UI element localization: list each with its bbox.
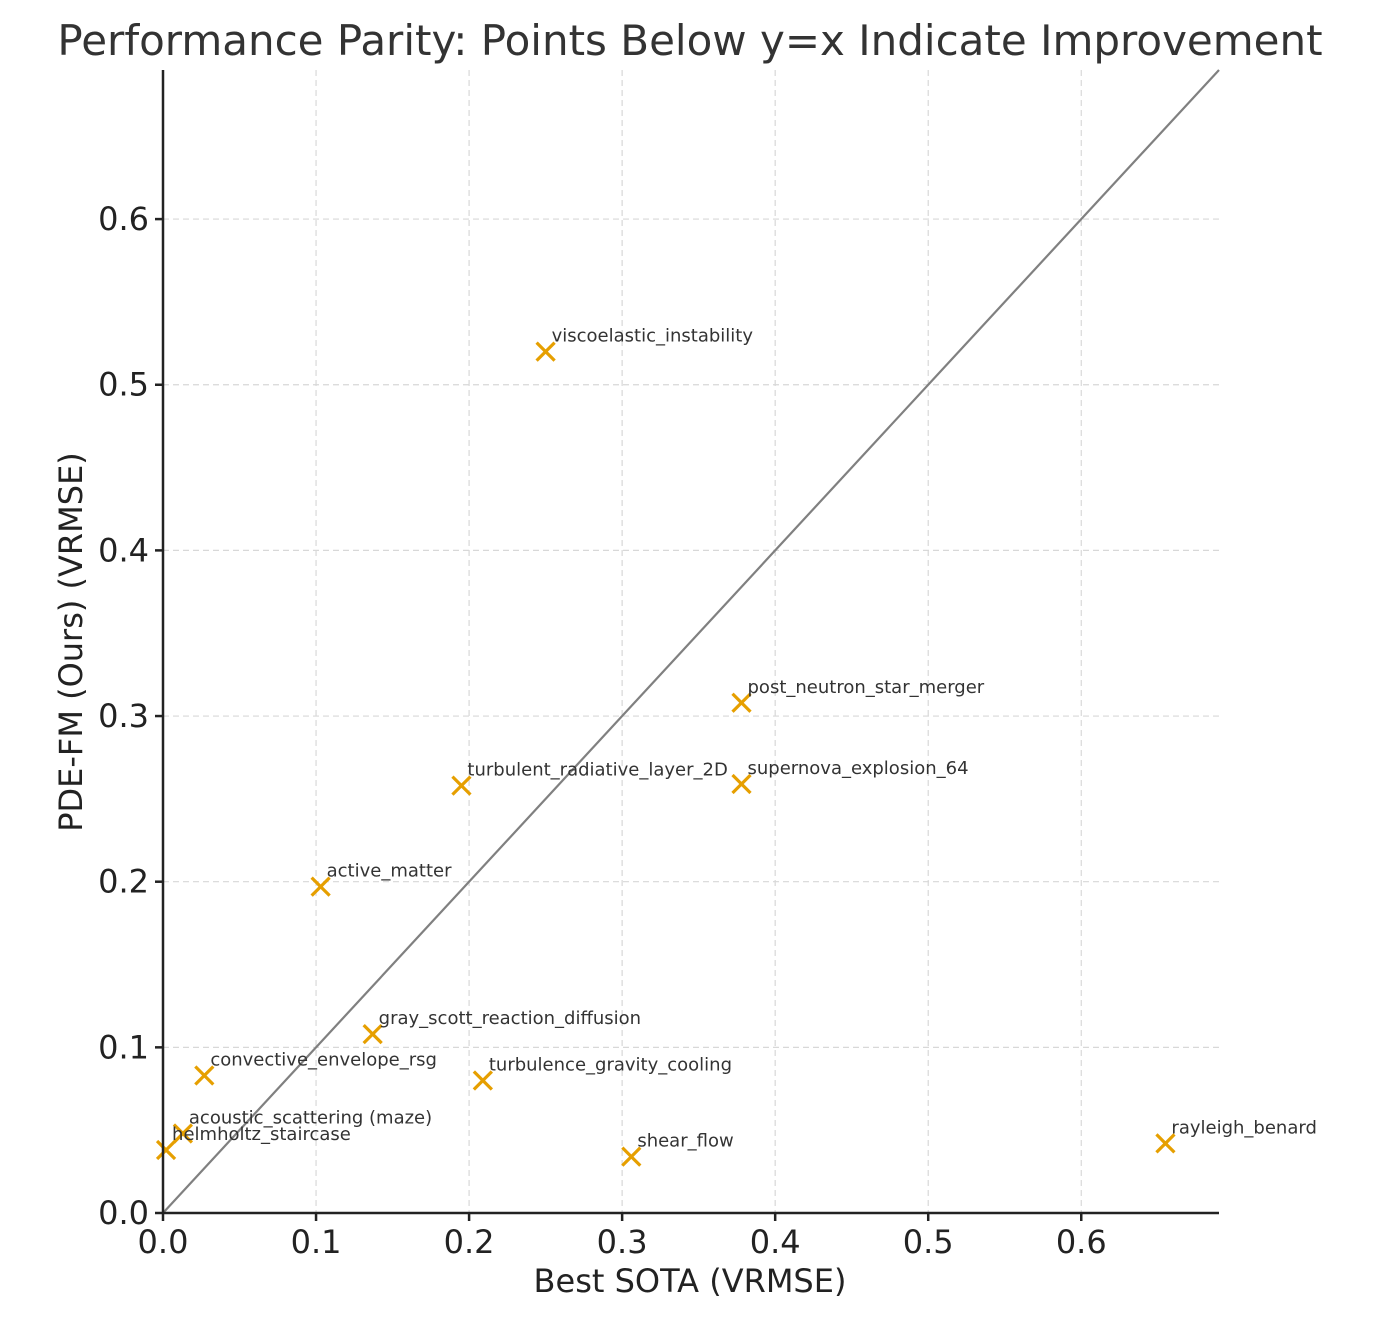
y-tick-label: 0.1 — [98, 1028, 149, 1066]
x-marker-stroke — [535, 341, 556, 362]
data-point: shear_flow — [621, 1131, 734, 1167]
ticks-layer: 0.0 0.1 0.2 0.3 0.4 0.5 0.6 0.0 0.1 0.2 0.3 0.4 0.5 0… — [98, 200, 1107, 1261]
x-marker-stroke — [1155, 1133, 1176, 1154]
point-label: shear_flow — [637, 1131, 733, 1152]
point-label: acoustic_scattering (maze) — [189, 1107, 432, 1128]
data-point: viscoelastic_instability — [535, 326, 754, 362]
data-point: helmholtz_staircase — [155, 1124, 351, 1161]
y-tick-label: 0.6 — [98, 200, 149, 238]
x-tick-label: 0.5 — [903, 1223, 954, 1261]
point-label: rayleigh_benard — [1171, 1117, 1316, 1138]
x-tick-label: 0.0 — [138, 1223, 189, 1261]
point-label: gray_scott_reaction_diffusion — [379, 1008, 641, 1029]
x-marker-stroke — [155, 1139, 177, 1161]
y-tick-label: 0.4 — [98, 531, 149, 569]
point-label: supernova_explosion_64 — [748, 758, 969, 779]
data-point: gray_scott_reaction_diffusion — [362, 1008, 641, 1045]
x-marker-stroke — [362, 1023, 383, 1045]
data-point: supernova_explosion_64 — [731, 758, 969, 795]
data-point: active_matter — [310, 861, 452, 897]
x-marker-stroke — [621, 1146, 642, 1167]
data-point: acoustic_scattering (maze) — [172, 1107, 432, 1144]
data-point: turbulent_radiative_layer_2D — [451, 760, 728, 796]
data-point: convective_envelope_rsg — [194, 1050, 437, 1086]
x-tick-label: 0.4 — [750, 1223, 801, 1261]
y-axis-label: PDE-FM (Ours) (VRMSE) — [52, 452, 90, 832]
x-marker-stroke — [451, 775, 472, 796]
x-tick-label: 0.6 — [1056, 1223, 1107, 1261]
x-marker-stroke — [310, 876, 331, 897]
chart-title: Performance Parity: Points Below y=x Ind… — [57, 16, 1322, 65]
data-point: post_neutron_star_merger — [731, 677, 985, 713]
points-layer: viscoelastic_instability post_neutron_sta… — [155, 326, 1317, 1167]
x-tick-label: 0.1 — [291, 1223, 342, 1261]
x-marker-stroke — [194, 1065, 215, 1086]
data-point: turbulence_gravity_cooling — [472, 1054, 732, 1091]
point-label: helmholtz_staircase — [172, 1124, 351, 1145]
point-label: turbulent_radiative_layer_2D — [467, 760, 727, 781]
y-tick-label: 0.5 — [98, 366, 149, 404]
grid-layer — [163, 70, 1219, 1213]
x-axis-label: Best SOTA (VRMSE) — [534, 1262, 847, 1300]
y-tick-label: 0.2 — [98, 863, 149, 901]
point-label: active_matter — [327, 861, 452, 882]
y-tick-label: 0.3 — [98, 697, 149, 735]
point-label: turbulence_gravity_cooling — [489, 1054, 732, 1075]
point-label: viscoelastic_instability — [552, 326, 754, 347]
x-marker-stroke — [172, 1123, 194, 1144]
x-marker-stroke — [731, 692, 752, 713]
y-tick-label: 0.0 — [98, 1194, 149, 1232]
data-point: rayleigh_benard — [1155, 1117, 1317, 1154]
x-marker-stroke — [472, 1070, 493, 1091]
x-tick-label: 0.2 — [444, 1223, 495, 1261]
point-label: convective_envelope_rsg — [210, 1050, 437, 1071]
point-label: post_neutron_star_merger — [748, 677, 985, 698]
x-marker-stroke — [731, 773, 752, 795]
reference-line-y-equals-x — [162, 69, 1220, 1214]
x-tick-label: 0.3 — [597, 1223, 648, 1261]
